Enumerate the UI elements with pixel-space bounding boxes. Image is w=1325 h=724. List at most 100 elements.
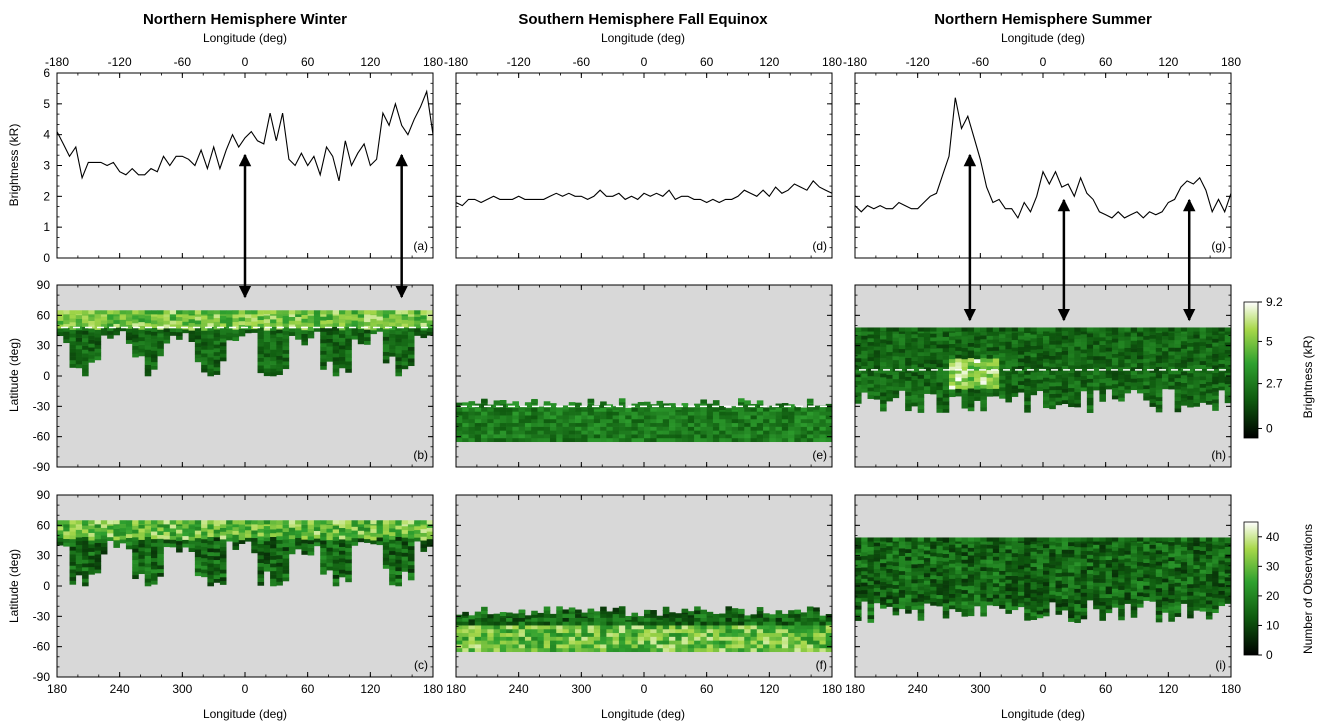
panel-i-cell xyxy=(873,537,881,542)
panel-c-cell xyxy=(332,559,340,564)
panel-f-cell xyxy=(493,613,501,618)
panel-e-cell xyxy=(600,430,607,435)
panel-c-cell xyxy=(257,520,265,525)
panel-e-cell xyxy=(543,430,551,435)
panel-h-cell xyxy=(923,363,931,368)
panel-b-cell xyxy=(257,342,265,347)
panel-h-cell xyxy=(1137,362,1144,367)
panel-b-cell xyxy=(313,320,321,325)
panel-f-cell xyxy=(788,640,795,645)
panel-b-cell xyxy=(213,325,221,330)
panel-h-cell xyxy=(873,331,881,336)
panel-c-cell xyxy=(282,524,290,529)
panel-c-cell xyxy=(351,526,359,531)
panel-f-cell xyxy=(456,617,463,622)
panel-h-cell xyxy=(1030,341,1038,346)
panel-c-cell xyxy=(88,520,95,525)
panel-h-cell xyxy=(980,384,987,389)
panel-f-cell xyxy=(788,644,795,649)
panel-c-cell xyxy=(395,540,402,545)
panel-h-cell xyxy=(992,380,1000,386)
panel-h-cell xyxy=(867,394,875,399)
latitude-ytick-label: 30 xyxy=(37,339,51,353)
panel-b-cell xyxy=(332,368,340,373)
panel-c-cell xyxy=(382,553,390,558)
panel-b-cell xyxy=(351,327,359,332)
panel-f-cell xyxy=(556,625,563,630)
panel-i-cell xyxy=(867,584,875,589)
panel-b-cell xyxy=(69,359,77,365)
panel-h-cell xyxy=(1017,335,1025,340)
panel-h-cell xyxy=(1180,356,1188,361)
panel-h-cell xyxy=(873,338,881,343)
panel-f-cell xyxy=(587,632,595,637)
panel-h-cell xyxy=(1061,354,1069,359)
panel-c-cell xyxy=(270,544,277,549)
panel-b-cell xyxy=(263,360,271,365)
panel-b-cell xyxy=(320,316,327,321)
panel-e-cell xyxy=(550,407,557,412)
panel-e-cell xyxy=(600,422,607,427)
panel-h-cell xyxy=(1017,358,1025,363)
panel-h-cell xyxy=(1105,336,1113,341)
panel-c-cell xyxy=(144,544,152,549)
panel-h-cell xyxy=(1212,368,1219,373)
panel-f-cell xyxy=(625,636,632,641)
panel-h-cell xyxy=(1118,370,1125,375)
bottom-xlabel-c: Longitude (deg) xyxy=(203,707,287,721)
panel-h-cell xyxy=(1162,354,1169,359)
panel-h-cell xyxy=(867,334,875,339)
panel-f-cell xyxy=(568,610,576,615)
panel-h-cell xyxy=(861,335,868,340)
panel-b-cell xyxy=(113,327,120,332)
panel-f-cell xyxy=(750,621,758,626)
panel-b-cell xyxy=(389,329,396,334)
panel-f-cell xyxy=(775,610,783,615)
panel-e-cell xyxy=(750,430,758,435)
panel-h-cell xyxy=(1155,355,1163,360)
panel-h-cell xyxy=(892,329,900,334)
panel-h-cell xyxy=(1224,327,1232,332)
panel-h-cell xyxy=(1105,332,1113,337)
panel-b-cell xyxy=(288,316,296,321)
panel-f-cell xyxy=(612,621,620,626)
panel-c-cell xyxy=(57,541,64,546)
panel-e-cell xyxy=(468,407,476,412)
panel-e-cell xyxy=(681,403,689,408)
panel-b-cell xyxy=(194,310,202,315)
panel-h-cell xyxy=(873,353,881,358)
panel-h-cell xyxy=(949,339,956,344)
brightness-ytick-label: 4 xyxy=(43,128,50,142)
panel-b-cell xyxy=(63,335,70,340)
panel-e-cell xyxy=(537,415,545,420)
panel-h-cell xyxy=(1168,343,1175,348)
panel-e-cell xyxy=(568,402,576,407)
panel-e-cell xyxy=(606,422,613,427)
panel-h-cell xyxy=(961,347,969,352)
panel-f-cell xyxy=(675,628,682,634)
panel-i-cell xyxy=(886,557,893,562)
panel-h-cell xyxy=(1193,376,1200,381)
panel-f-cell xyxy=(468,636,476,641)
panel-c-cell xyxy=(219,539,227,544)
panel-h-cell xyxy=(942,344,950,349)
panel-c-cell xyxy=(201,561,208,566)
panel-e-cell xyxy=(468,403,476,408)
panel-i-cell xyxy=(886,591,893,596)
panel-h-cell xyxy=(886,374,893,379)
panel-c-cell xyxy=(339,569,346,574)
panel-c-cell xyxy=(94,520,102,525)
panel-e-cell xyxy=(481,418,488,424)
panel-f-cell xyxy=(719,625,726,630)
panel-i-cell xyxy=(886,595,893,600)
panel-b-cell xyxy=(295,310,302,315)
panel-b-cell xyxy=(144,326,152,331)
panel-c-cell xyxy=(100,546,108,551)
panel-e-cell xyxy=(738,411,745,416)
panel-h-cell xyxy=(1093,340,1100,345)
panel-f-cell xyxy=(706,617,714,622)
panel-f-cell xyxy=(531,632,538,637)
panel-f-cell xyxy=(756,617,764,622)
panel-h-cell xyxy=(955,377,962,382)
panel-h-cell xyxy=(1086,374,1094,379)
